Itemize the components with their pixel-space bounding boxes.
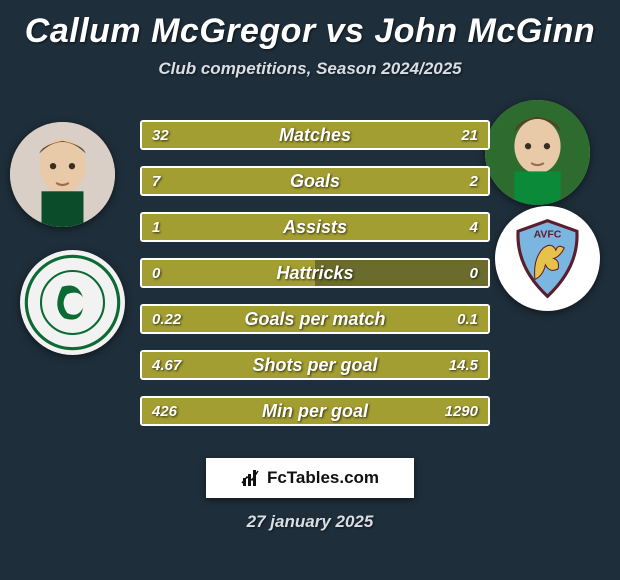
stat-row: 00Hattricks bbox=[140, 258, 490, 288]
stat-label: Goals bbox=[142, 168, 488, 194]
comparison-subtitle: Club competitions, Season 2024/2025 bbox=[0, 59, 620, 79]
stat-label: Shots per goal bbox=[142, 352, 488, 378]
brand-badge: FcTables.com bbox=[206, 458, 414, 498]
footer-date: 27 january 2025 bbox=[0, 512, 620, 532]
player-right-avatar bbox=[485, 100, 590, 205]
stat-label: Goals per match bbox=[142, 306, 488, 332]
club-left-crest bbox=[20, 250, 125, 355]
stat-label: Assists bbox=[142, 214, 488, 240]
stat-label: Matches bbox=[142, 122, 488, 148]
brand-label: FcTables.com bbox=[267, 468, 379, 488]
comparison-title: Callum McGregor vs John McGinn bbox=[0, 0, 620, 51]
stat-row: 4.6714.5Shots per goal bbox=[140, 350, 490, 380]
stat-row: 14Assists bbox=[140, 212, 490, 242]
person-icon bbox=[485, 100, 590, 205]
aston-villa-crest-icon: AVFC bbox=[495, 206, 600, 311]
player-left-avatar bbox=[10, 122, 115, 227]
stat-bars: 3221Matches 72Goals 14Assists 00Hattricks 0.… bbox=[140, 120, 490, 442]
celtic-crest-icon bbox=[20, 250, 125, 355]
stat-row: 3221Matches bbox=[140, 120, 490, 150]
stat-row: 0.220.1Goals per match bbox=[140, 304, 490, 334]
person-icon bbox=[10, 122, 115, 227]
stat-label: Hattricks bbox=[142, 260, 488, 286]
stat-row: 72Goals bbox=[140, 166, 490, 196]
bar-chart-icon bbox=[241, 468, 261, 488]
club-right-crest: AVFC bbox=[495, 206, 600, 311]
stat-row: 4261290Min per goal bbox=[140, 396, 490, 426]
svg-text:AVFC: AVFC bbox=[534, 229, 562, 241]
stat-label: Min per goal bbox=[142, 398, 488, 424]
